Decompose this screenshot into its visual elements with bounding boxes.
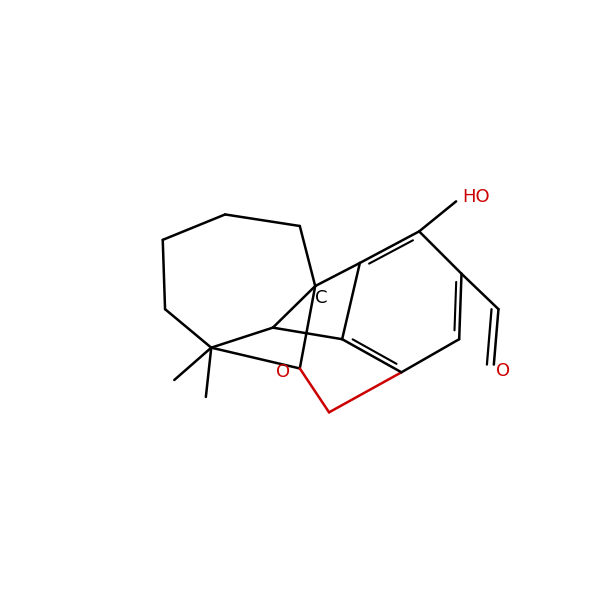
Text: O: O (496, 362, 510, 380)
Text: C: C (315, 289, 328, 307)
Text: O: O (276, 363, 290, 382)
Text: HO: HO (462, 188, 490, 206)
